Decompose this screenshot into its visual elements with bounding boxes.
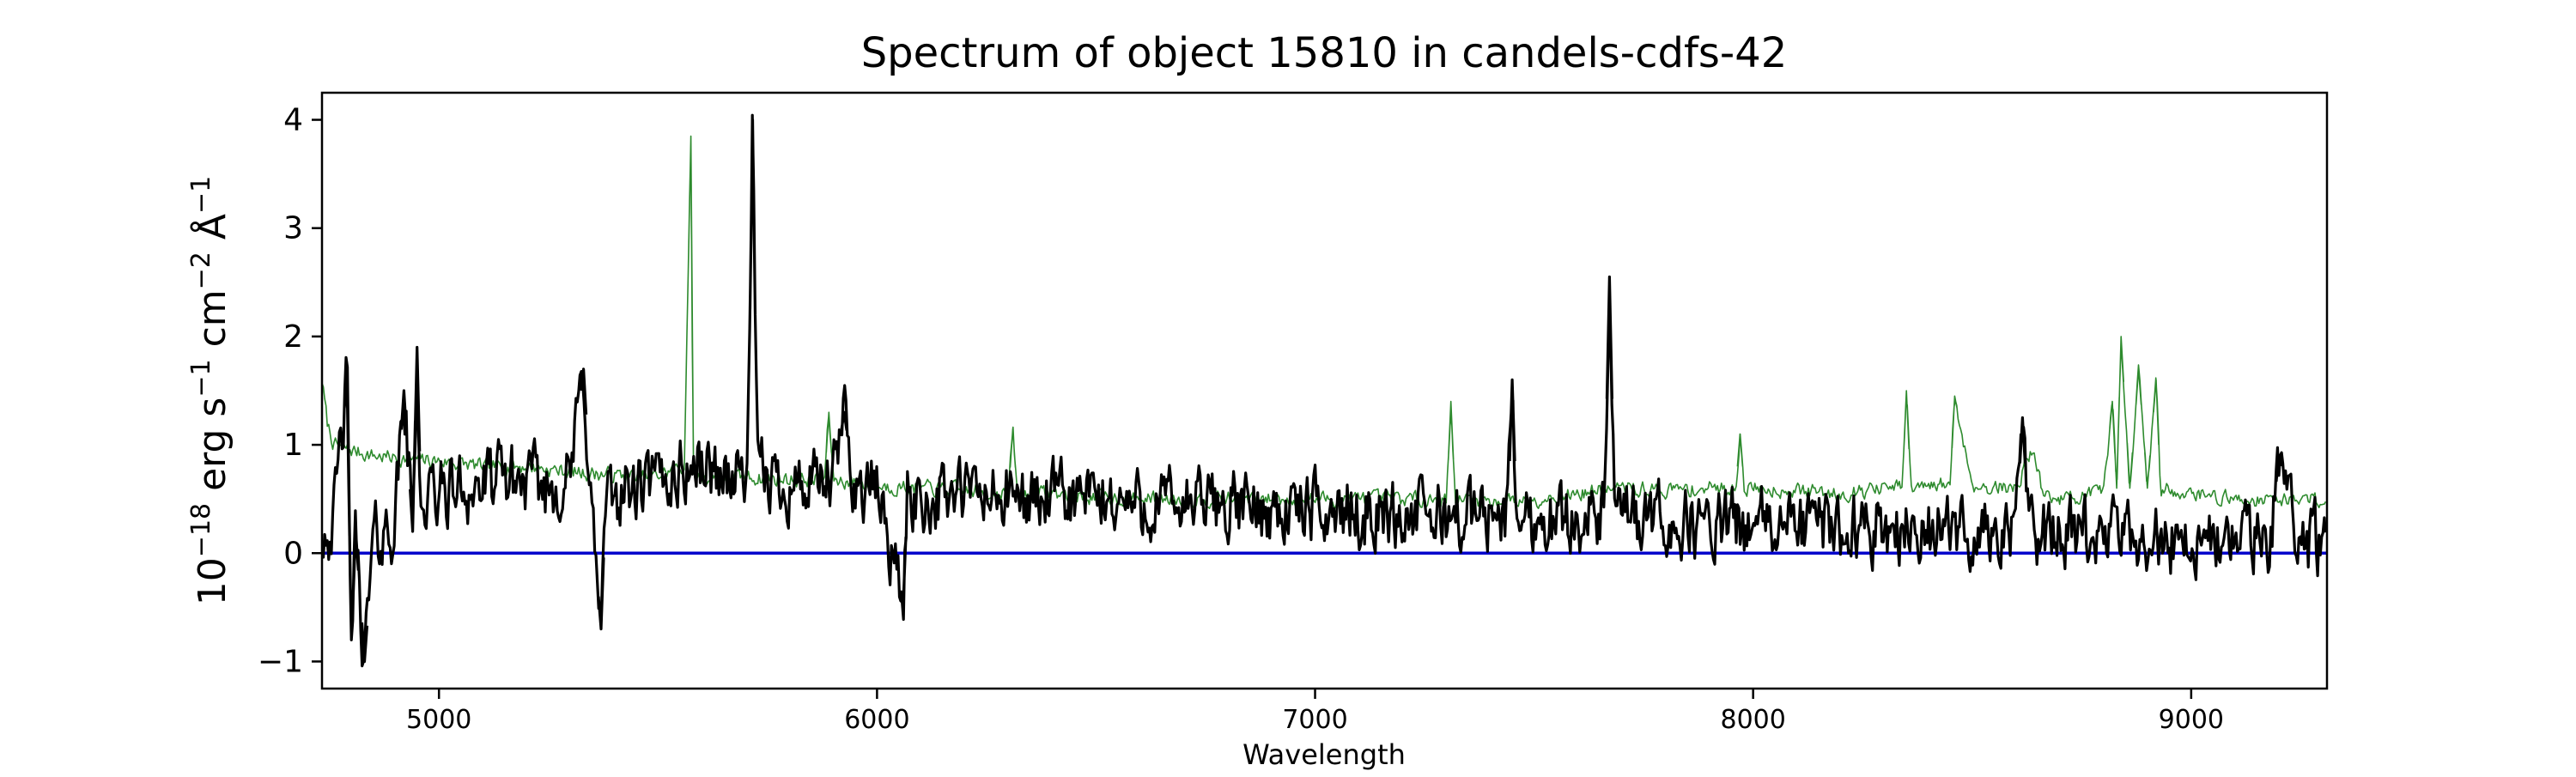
spectrum-line: [322, 113, 2327, 668]
y-label-exp1: −18: [186, 503, 216, 557]
y-label-ang: Å: [189, 214, 234, 252]
y-label-base: 10: [191, 557, 234, 605]
chart-title: Spectrum of object 15810 in candels-cdfs…: [861, 29, 1788, 77]
contamination-line: [322, 135, 2327, 509]
x-tick-label: 7000: [1282, 705, 1347, 735]
x-axis-label: Wavelength: [1242, 738, 1406, 771]
x-tick-label: 9000: [2159, 705, 2224, 735]
x-tick-label: 6000: [844, 705, 909, 735]
x-tick-label: 8000: [1721, 705, 1786, 735]
y-tick-label: 3: [283, 211, 303, 246]
y-tick-label: −1: [258, 644, 303, 679]
y-axis-label: 10−18 erg s−1 cm−2 Å−1: [186, 176, 234, 605]
x-axis: 5000 6000 7000 8000 9000: [406, 689, 2224, 735]
y-label-exp4: −1: [186, 176, 216, 214]
y-label-exp3: −2: [186, 252, 216, 289]
y-axis: −1 0 1 2 3 4: [258, 103, 322, 679]
y-tick-label: 4: [283, 103, 303, 138]
y-tick-label: 1: [283, 428, 303, 463]
y-label-cm: cm: [191, 289, 234, 359]
x-tick-label: 5000: [406, 705, 471, 735]
y-tick-label: 2: [283, 319, 303, 355]
y-tick-label: 0: [283, 536, 303, 571]
plot-frame: [320, 91, 2329, 690]
y-label-erg: erg s: [191, 398, 234, 503]
plot-area: [322, 113, 2327, 668]
y-label-exp2: −1: [186, 359, 216, 397]
